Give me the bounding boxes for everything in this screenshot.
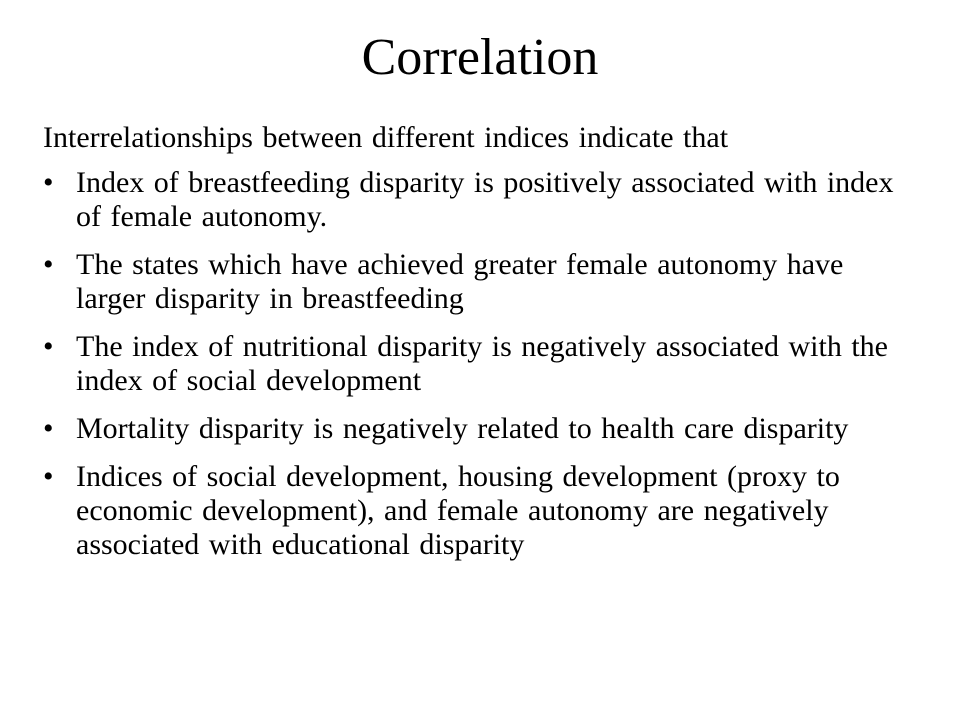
bullet-marker: • — [43, 330, 54, 363]
bullet-marker: • — [43, 412, 54, 445]
bullet-text: Indices of social development, housing d… — [76, 460, 840, 561]
bullet-item: • The index of nutritional disparity is … — [43, 330, 913, 398]
bullet-text: Index of breastfeeding disparity is posi… — [76, 166, 894, 233]
slide-title: Correlation — [361, 29, 599, 86]
bullet-marker: • — [43, 460, 54, 493]
bullet-marker: • — [43, 248, 54, 281]
bullet-text: The index of nutritional disparity is ne… — [76, 330, 888, 397]
bullet-marker: • — [43, 166, 54, 199]
bullet-item: • Mortality disparity is negatively rela… — [43, 412, 913, 446]
bullet-text: The states which have achieved greater f… — [76, 248, 844, 315]
bullet-text: Mortality disparity is negatively relate… — [76, 412, 849, 445]
bullet-item: • Indices of social development, housing… — [43, 460, 913, 562]
intro-text: Interrelationships between different ind… — [43, 121, 729, 154]
bullet-item: • Index of breastfeeding disparity is po… — [43, 166, 913, 234]
bullet-list: • Index of breastfeeding disparity is po… — [43, 166, 913, 576]
bullet-item: • The states which have achieved greater… — [43, 248, 913, 316]
